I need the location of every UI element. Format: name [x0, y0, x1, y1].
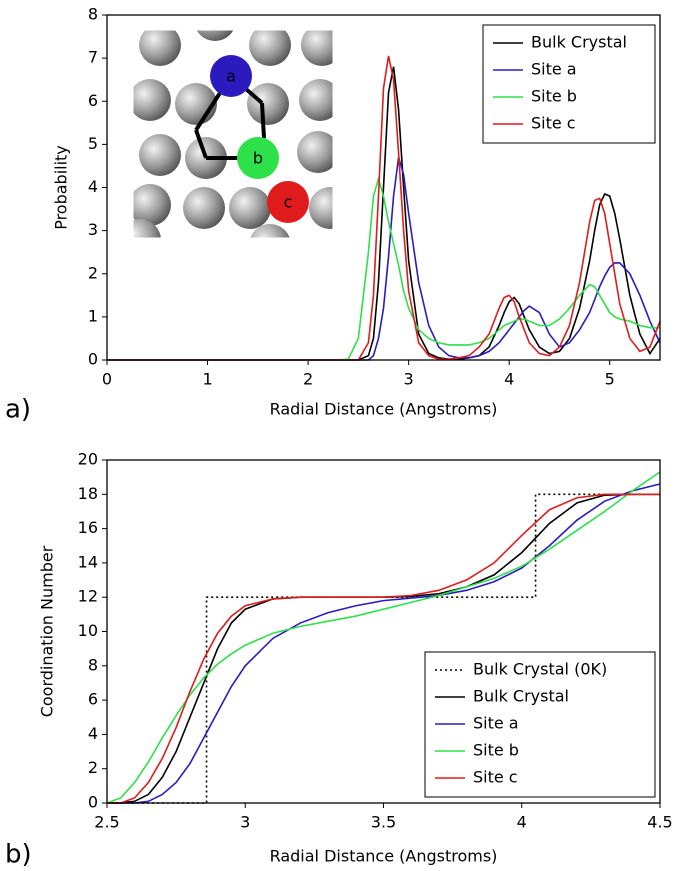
atom	[229, 187, 271, 229]
legend-label: Site c	[531, 114, 576, 133]
atom	[299, 79, 333, 121]
atom	[133, 184, 171, 226]
atom	[183, 187, 225, 229]
inset-lattice: a b c	[133, 30, 333, 238]
legend-label: Site a	[473, 714, 519, 733]
atom	[247, 83, 289, 125]
y-tick-label: 0	[88, 350, 98, 369]
x-tick-label: 4.5	[647, 813, 672, 832]
series-line	[107, 157, 661, 361]
series-line	[107, 483, 661, 804]
y-tick-label: 10	[78, 621, 98, 640]
legend-label: Bulk Crystal (0K)	[473, 660, 607, 679]
site-label: b	[253, 149, 263, 168]
plot-frame	[106, 459, 661, 804]
y-tick-label: 6	[88, 91, 98, 110]
y-tick-label: 18	[78, 484, 98, 503]
y-tick-label: 1	[88, 306, 98, 325]
panel-label: a)	[5, 395, 31, 425]
atom	[297, 131, 333, 173]
series-line	[107, 55, 661, 361]
legend-label: Bulk Crystal	[473, 687, 569, 706]
site-atom	[210, 55, 252, 97]
y-tick-label: 8	[88, 655, 98, 674]
x-tick-label: 3	[404, 370, 414, 389]
site-atom	[267, 181, 309, 223]
atom	[250, 224, 290, 238]
inset-frame	[132, 29, 334, 239]
y-tick-label: 2	[88, 758, 98, 777]
atom	[139, 30, 181, 66]
y-tick-label: 8	[88, 5, 98, 24]
x-tick-label: 3.5	[371, 813, 396, 832]
atom	[133, 79, 171, 121]
y-tick-label: 2	[88, 263, 98, 282]
legend-label: Site b	[531, 87, 577, 106]
x-axis-title: Radial Distance (Angstroms)	[270, 400, 498, 419]
y-tick-label: 7	[88, 48, 98, 67]
x-tick-label: 5	[605, 370, 615, 389]
x-tick-label: 2.5	[94, 813, 119, 832]
y-tick-label: 4	[88, 177, 98, 196]
panel-label: b)	[5, 840, 32, 870]
legend-label: Site c	[473, 768, 518, 787]
series-line	[107, 176, 660, 361]
site-atom	[237, 137, 279, 179]
series-line	[106, 471, 661, 804]
atom	[139, 134, 181, 176]
y-axis-title: Coordination Number	[38, 545, 57, 717]
x-tick-label: 0	[102, 370, 112, 389]
bond	[194, 129, 208, 159]
x-tick-label: 4	[504, 370, 514, 389]
legend-label: Site a	[531, 60, 577, 79]
atom	[309, 187, 333, 229]
atom	[196, 30, 234, 41]
bond	[260, 102, 266, 139]
series-line	[107, 493, 660, 804]
y-tick-label: 16	[78, 518, 98, 537]
legend-label: Bulk Crystal	[531, 33, 627, 52]
site-label: a	[226, 67, 236, 86]
x-axis-title: Radial Distance (Angstroms)	[270, 847, 498, 866]
atom	[249, 30, 291, 66]
atom	[133, 219, 161, 238]
site-label: c	[284, 193, 293, 212]
legend-label: Site b	[473, 741, 519, 760]
y-tick-label: 5	[88, 134, 98, 153]
series-line	[107, 66, 661, 361]
y-tick-label: 3	[88, 220, 98, 239]
x-tick-label: 1	[202, 370, 212, 389]
y-tick-label: 14	[78, 552, 98, 571]
y-tick-label: 12	[78, 587, 98, 606]
y-tick-label: 20	[78, 450, 98, 469]
y-axis-title: Probability	[52, 145, 71, 230]
atom	[301, 30, 333, 66]
y-tick-label: 0	[88, 793, 98, 812]
x-tick-label: 4	[517, 813, 527, 832]
x-tick-label: 2	[303, 370, 313, 389]
x-tick-label: 3	[240, 813, 250, 832]
y-tick-label: 6	[88, 690, 98, 709]
y-tick-label: 4	[88, 724, 98, 743]
plot-frame	[106, 14, 661, 361]
